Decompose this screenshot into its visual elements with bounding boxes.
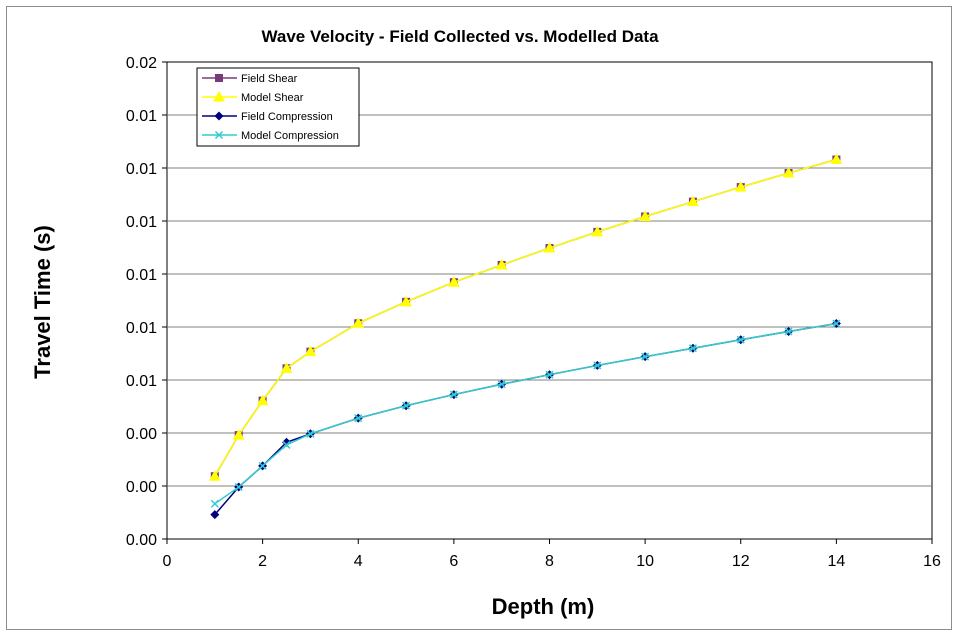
triangle-marker [448,276,460,287]
x-marker [497,380,506,389]
y-tick-label: 0.00 [126,479,157,496]
chart-title: Wave Velocity - Field Collected vs. Mode… [261,27,659,46]
x-marker [736,335,745,344]
x-marker [449,390,458,399]
square-marker [215,74,223,82]
legend-item: Field Shear [202,73,298,85]
legend-label: Model Compression [241,130,339,142]
x-marker [354,414,363,423]
series-model-compression [210,319,841,508]
triangle-marker [256,394,269,406]
triangle-marker [213,90,225,102]
x-tick-label: 16 [923,553,941,570]
triangle-marker [687,195,699,207]
x-marker [210,499,219,508]
y-tick-label: 0.01 [126,108,157,125]
series-model-shear [208,153,843,481]
y-tick-label: 0.01 [126,267,157,284]
y-axis-title: Travel Time (s) [30,225,55,379]
gridlines [167,114,932,487]
triangle-marker [352,317,365,328]
x-marker [593,361,602,370]
triangle-marker [782,167,795,178]
triangle-marker [232,429,245,440]
legend-item: Model Compression [202,130,339,142]
legend-box [196,67,360,147]
legend-label: Field Shear [241,73,298,85]
y-tick-label: 0.01 [126,161,157,178]
y-tick-label: 0.01 [126,373,157,390]
triangle-marker [304,345,317,357]
x-axis-title: Depth (m) [492,594,595,619]
y-tick-label: 0.02 [126,55,157,72]
y-tick-label: 0.00 [126,426,157,443]
series-layer [208,153,843,520]
triangle-marker [734,181,747,192]
x-marker [258,461,267,470]
legend: Field Shear Model Shear Field Compression M… [196,67,360,147]
x-tick-label: 12 [732,553,750,570]
x-marker [641,352,650,361]
x-tick-label: 8 [545,553,554,570]
x-marker [784,327,793,336]
x-marker [832,319,841,328]
axes: 0.00 0.00 0.00 0.01 0.01 0.01 0.01 0.01 0.01 0.02… [126,55,941,570]
x-tick-label: 0 [163,553,172,570]
triangle-marker [591,225,604,237]
triangle-marker [208,470,221,481]
x-tick-label: 4 [354,553,363,570]
legend-label: Field Compression [241,111,333,123]
triangle-marker [400,295,412,307]
series-line [214,158,837,477]
triangle-marker [830,153,843,165]
triangle-marker [495,258,508,270]
x-tick-label: 6 [449,553,458,570]
x-marker [214,130,224,140]
y-tick-label: 0.01 [126,320,157,337]
x-marker [402,401,411,410]
x-tick-label: 2 [258,553,267,570]
diamond-marker [214,111,224,121]
x-marker [234,483,243,492]
y-tick-label: 0.01 [126,214,157,231]
y-tick-label: 0.00 [126,532,157,549]
x-marker [306,429,315,438]
legend-label: Model Shear [241,92,304,104]
x-marker [545,370,554,379]
x-tick-label: 14 [827,553,845,570]
x-marker [688,344,697,353]
triangle-marker [543,242,556,253]
triangle-marker [280,362,293,373]
x-marker [282,440,291,449]
triangle-marker [639,210,651,221]
legend-item: Model Shear [202,90,304,104]
series-line [214,322,837,505]
diamond-marker [210,510,220,520]
x-tick-label: 10 [636,553,654,570]
legend-item: Field Compression [202,111,333,123]
